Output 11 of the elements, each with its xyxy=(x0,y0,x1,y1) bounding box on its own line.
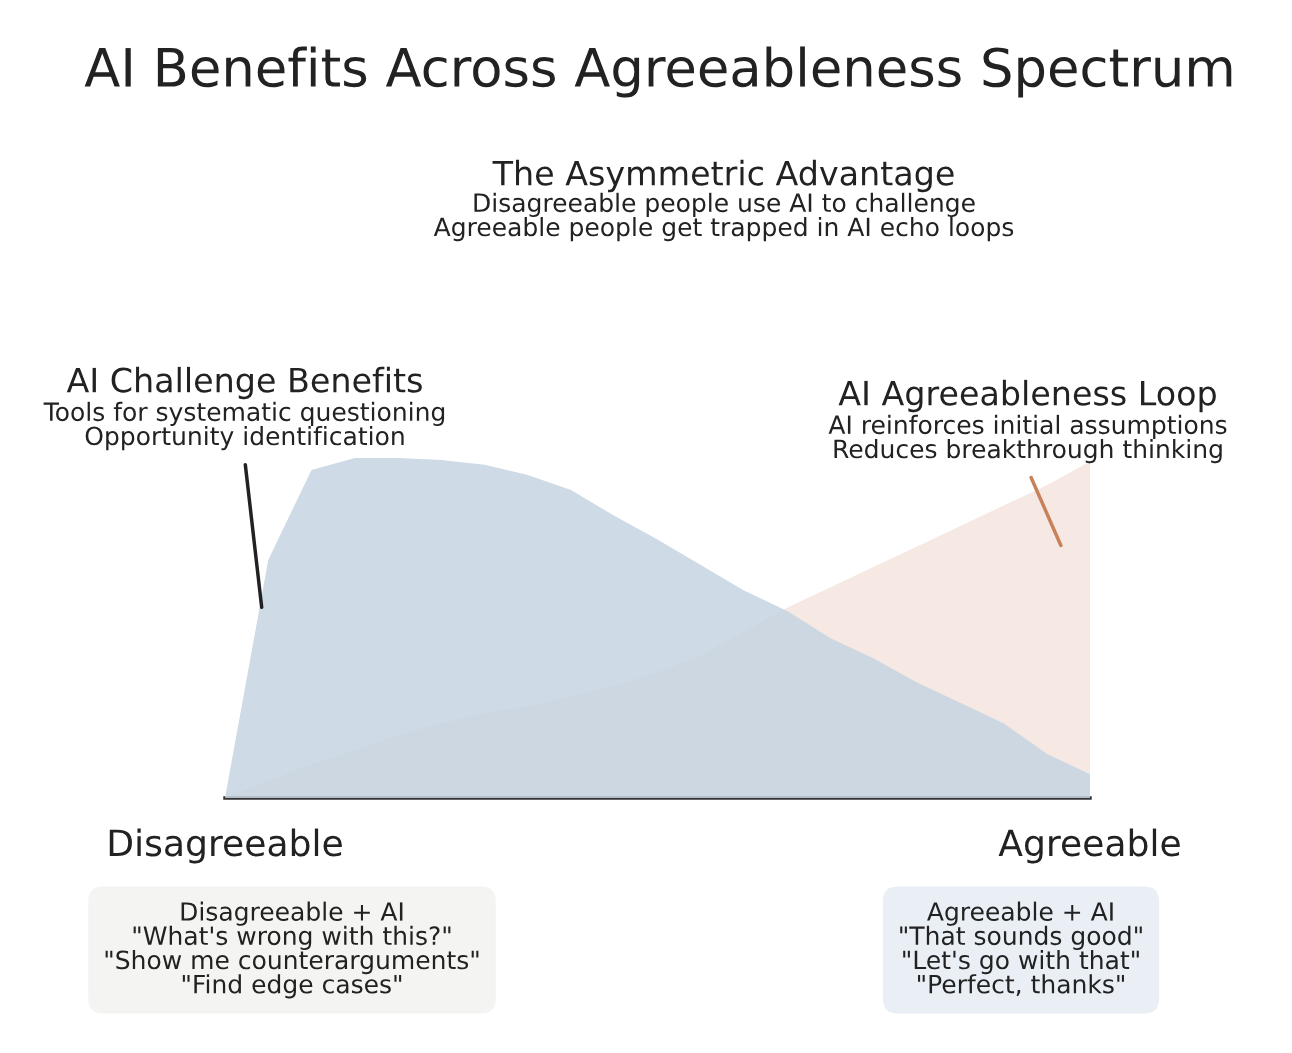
text: AI Challenge Benefits xyxy=(66,366,422,400)
text: The Asymmetric Advantage xyxy=(492,159,954,193)
text: Disagreeable + AI "What's wrong with this?" "Show me counterarguments" "Find edge cases" xyxy=(105,901,479,999)
text: AI Agreeableness Loop xyxy=(838,379,1216,413)
text: Agreeable + AI "That sounds good" "Let's go with that" "Perfect, thanks" xyxy=(900,901,1142,997)
x-tick-label: Agreeable xyxy=(998,828,1180,864)
text: Disagreeable people use AI to challenge Agreeable people get trapped in AI echo loops xyxy=(433,192,1014,242)
chart-title: AI Benefits Across Agreeableness Spectrum xyxy=(84,46,1232,98)
text: Tools for systematic questioning Opportunity identification xyxy=(43,401,445,451)
annotation: AI reinforces initial assumptions Reduces breakthrough thinking xyxy=(828,414,1227,464)
x-tick-label: Disagreeable xyxy=(109,828,342,864)
